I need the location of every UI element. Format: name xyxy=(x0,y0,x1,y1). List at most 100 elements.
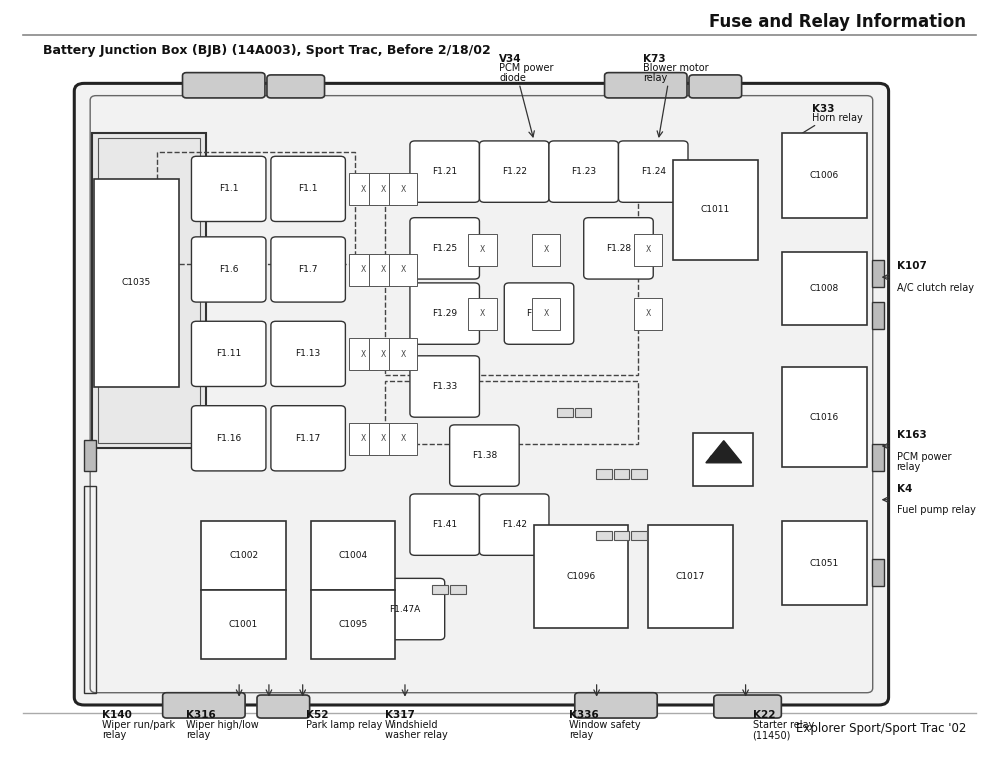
Text: relay: relay xyxy=(569,730,593,741)
FancyBboxPatch shape xyxy=(549,141,618,203)
FancyBboxPatch shape xyxy=(271,156,345,222)
Text: X: X xyxy=(361,434,366,443)
Text: relay: relay xyxy=(643,73,668,83)
Text: Explorer Sport/Sport Trac '02: Explorer Sport/Sport Trac '02 xyxy=(796,721,966,734)
Bar xyxy=(84,486,96,693)
Bar xyxy=(201,521,286,590)
Text: X: X xyxy=(361,185,366,194)
Text: F1.6: F1.6 xyxy=(219,265,238,274)
Polygon shape xyxy=(706,441,742,463)
Text: X: X xyxy=(646,309,651,318)
FancyBboxPatch shape xyxy=(714,695,781,718)
FancyBboxPatch shape xyxy=(271,237,345,302)
Text: F1.1: F1.1 xyxy=(219,185,238,193)
Text: diode: diode xyxy=(499,73,526,83)
FancyBboxPatch shape xyxy=(689,75,742,98)
Bar xyxy=(98,138,200,443)
FancyBboxPatch shape xyxy=(605,73,687,98)
Bar xyxy=(84,440,96,471)
FancyBboxPatch shape xyxy=(271,406,345,471)
Bar xyxy=(872,444,884,471)
Text: X: X xyxy=(543,309,549,318)
Text: Fuse and Relay Information: Fuse and Relay Information xyxy=(709,13,966,31)
Bar xyxy=(311,590,395,659)
Text: washer relay: washer relay xyxy=(385,730,448,741)
Text: F1.17: F1.17 xyxy=(296,434,321,443)
Text: K140: K140 xyxy=(102,710,132,720)
Text: F1.23: F1.23 xyxy=(571,167,596,176)
Bar xyxy=(201,590,286,659)
Text: F1.31: F1.31 xyxy=(526,309,552,318)
FancyBboxPatch shape xyxy=(450,425,519,486)
Text: K73: K73 xyxy=(643,54,666,64)
FancyBboxPatch shape xyxy=(479,494,549,555)
Text: F1.13: F1.13 xyxy=(296,349,321,359)
Text: C1051: C1051 xyxy=(810,559,839,567)
Text: K22: K22 xyxy=(753,710,775,720)
Text: Park lamp relay: Park lamp relay xyxy=(306,720,382,730)
Text: Windshield: Windshield xyxy=(385,720,439,730)
Text: X: X xyxy=(380,185,386,194)
Bar xyxy=(432,584,448,594)
FancyBboxPatch shape xyxy=(183,73,265,98)
Text: (11450): (11450) xyxy=(753,730,791,741)
Bar xyxy=(673,160,758,260)
Text: X: X xyxy=(361,349,366,359)
Text: C1004: C1004 xyxy=(338,551,367,560)
Bar xyxy=(631,469,647,478)
Text: X: X xyxy=(400,349,406,359)
FancyBboxPatch shape xyxy=(410,356,479,417)
Bar xyxy=(596,469,612,478)
Bar xyxy=(782,252,867,325)
Bar xyxy=(782,367,867,467)
Text: C1095: C1095 xyxy=(338,620,367,629)
Bar xyxy=(872,559,884,586)
Text: F1.24: F1.24 xyxy=(641,167,666,176)
Text: X: X xyxy=(400,434,406,443)
Bar xyxy=(575,408,591,417)
Bar xyxy=(614,469,629,478)
Text: X: X xyxy=(361,265,366,274)
Bar xyxy=(631,531,647,540)
FancyBboxPatch shape xyxy=(584,218,653,279)
Text: K336: K336 xyxy=(569,710,599,720)
FancyBboxPatch shape xyxy=(504,283,574,344)
Text: K317: K317 xyxy=(385,710,415,720)
Bar xyxy=(614,531,629,540)
FancyBboxPatch shape xyxy=(191,322,266,386)
FancyBboxPatch shape xyxy=(365,578,445,640)
Text: V34: V34 xyxy=(499,54,522,64)
Text: F1.21: F1.21 xyxy=(432,167,457,176)
Text: X: X xyxy=(400,185,406,194)
Bar xyxy=(94,179,179,386)
Bar xyxy=(385,183,638,375)
Bar xyxy=(311,521,395,590)
Text: X: X xyxy=(646,245,651,254)
Bar xyxy=(534,525,628,628)
FancyBboxPatch shape xyxy=(410,218,479,279)
Bar xyxy=(157,152,355,264)
Text: C1008: C1008 xyxy=(810,284,839,293)
Text: K163: K163 xyxy=(897,431,926,440)
Text: X: X xyxy=(480,309,485,318)
Text: A/C clutch relay: A/C clutch relay xyxy=(897,283,974,293)
Text: K52: K52 xyxy=(306,710,328,720)
Text: X: X xyxy=(380,349,386,359)
Text: F1.42: F1.42 xyxy=(502,520,527,530)
FancyBboxPatch shape xyxy=(618,141,688,203)
Text: Starter relay: Starter relay xyxy=(753,720,814,730)
FancyBboxPatch shape xyxy=(410,141,479,203)
Text: X: X xyxy=(480,245,485,254)
Bar xyxy=(385,381,638,444)
Text: X: X xyxy=(543,245,549,254)
Text: F1.47A: F1.47A xyxy=(389,604,421,614)
FancyBboxPatch shape xyxy=(191,156,266,222)
Text: F1.25: F1.25 xyxy=(432,243,457,253)
Text: Horn relay: Horn relay xyxy=(812,114,863,123)
Text: F1.41: F1.41 xyxy=(432,520,457,530)
Bar xyxy=(450,584,466,594)
Text: Window safety: Window safety xyxy=(569,720,640,730)
Text: F1.38: F1.38 xyxy=(472,451,497,460)
FancyBboxPatch shape xyxy=(191,406,266,471)
Text: C1011: C1011 xyxy=(701,206,730,214)
